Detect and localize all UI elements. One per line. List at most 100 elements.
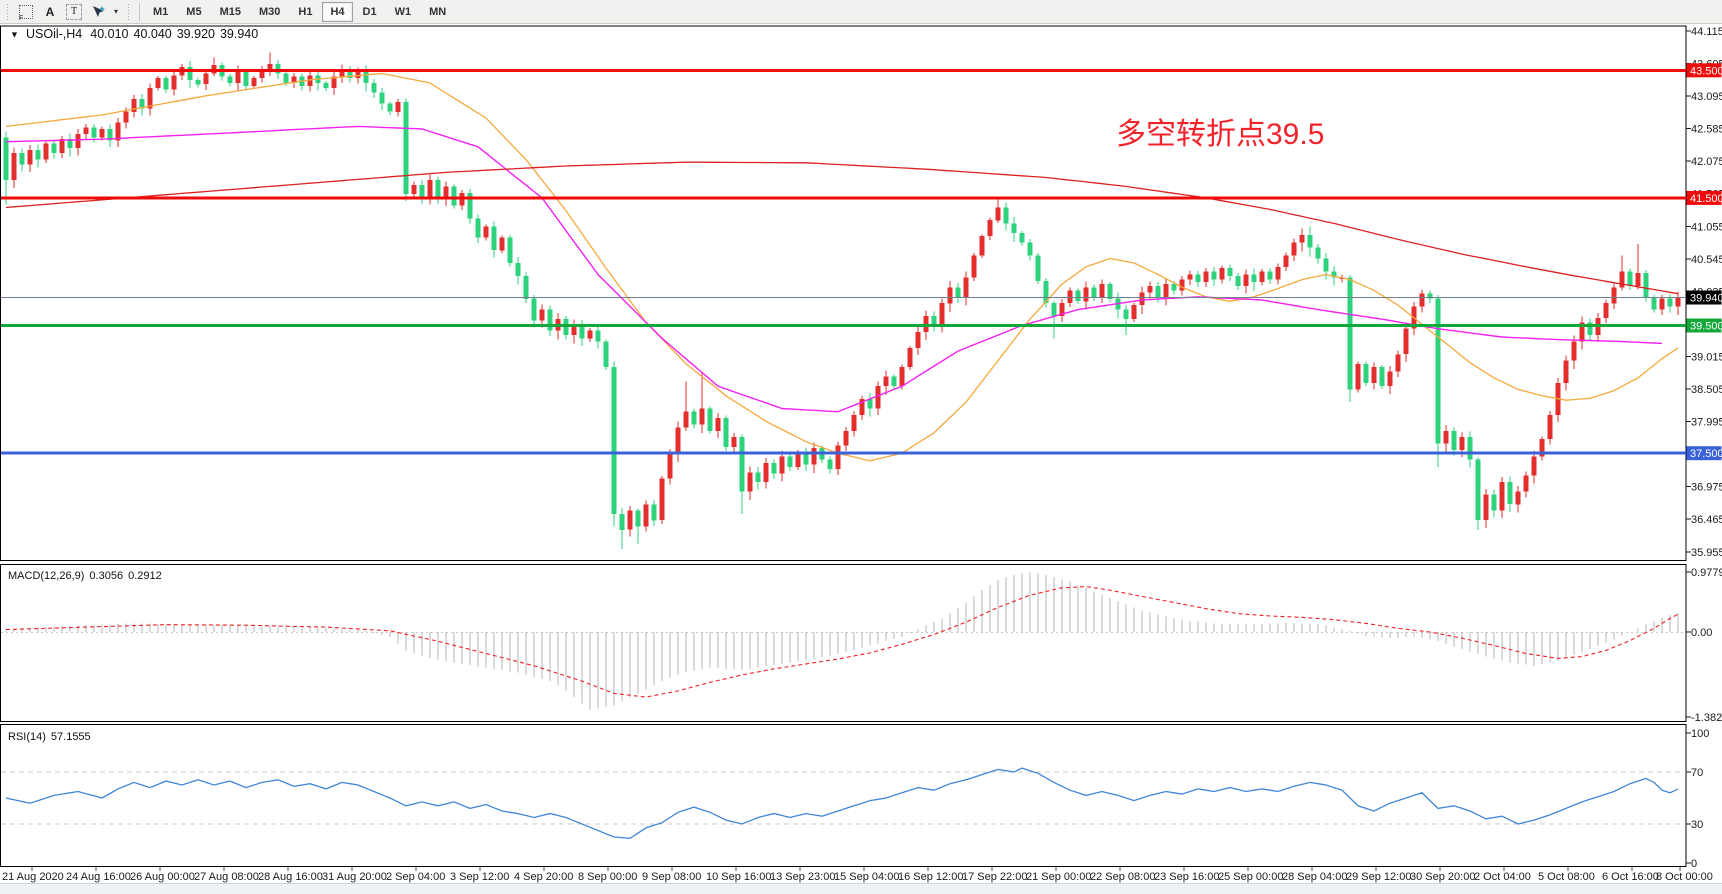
ma-red-line[interactable] (5, 161, 1679, 295)
candle (907, 347, 913, 367)
candle (659, 478, 665, 521)
bottom-strip (0, 884, 1722, 894)
candle (603, 341, 609, 367)
candle (171, 75, 177, 90)
candle (1483, 494, 1489, 521)
macd-label: MACD(12,26,9) 0.3056 0.2912 (8, 570, 162, 582)
candle (203, 73, 209, 85)
candle (643, 504, 649, 527)
candle (883, 376, 889, 387)
collapse-icon[interactable]: ▼ (10, 30, 19, 40)
rsi-tick-label: 30 (1691, 819, 1703, 831)
candle (1027, 242, 1033, 256)
macd-panel[interactable] (0, 564, 1687, 722)
candle (1275, 266, 1281, 280)
candle (1075, 290, 1081, 302)
candle (59, 139, 65, 154)
candle (491, 226, 497, 251)
time-label: 15 Sep 04:00 (834, 871, 899, 883)
candle (707, 408, 713, 431)
candle (531, 298, 537, 321)
toolbar-grip-2[interactable] (126, 3, 131, 20)
timeframe-m1-button[interactable]: M1 (145, 2, 176, 22)
time-label: 21 Sep 00:00 (1026, 871, 1091, 883)
candle (1299, 234, 1305, 243)
time-label: 2 Sep 04:00 (386, 871, 445, 883)
timeframe-h1-button[interactable]: H1 (290, 2, 320, 22)
candle (1003, 207, 1009, 224)
candle (571, 325, 577, 336)
candle (1051, 303, 1057, 316)
candle (259, 69, 265, 78)
annotation-text[interactable]: 多空转折点39.5 (1116, 118, 1324, 151)
candle (515, 263, 521, 276)
timeframe-mn-button[interactable]: MN (421, 2, 454, 22)
arrows-tool-button[interactable] (87, 2, 109, 22)
time-label: 27 Aug 08:00 (194, 871, 259, 883)
arrows-dropdown-caret[interactable]: ▾ (111, 2, 121, 22)
candle (147, 88, 153, 109)
candle (107, 129, 113, 141)
text-label-tool-button[interactable]: A (39, 2, 61, 22)
ma-magenta-line[interactable] (5, 125, 1663, 413)
candle (1539, 439, 1545, 457)
candle (243, 71, 249, 87)
timeframe-w1-button[interactable]: W1 (387, 2, 420, 22)
candle (1531, 456, 1537, 476)
candle (915, 331, 921, 348)
candle (763, 462, 769, 482)
candle (1131, 305, 1137, 320)
candle (739, 437, 745, 492)
candle (1179, 279, 1185, 291)
candle (1491, 494, 1497, 511)
candle (227, 76, 233, 83)
macd-signal-line[interactable] (5, 586, 1679, 698)
candle (1171, 284, 1177, 291)
candle (995, 207, 1001, 221)
time-label: 9 Sep 08:00 (642, 871, 701, 883)
timeframe-d1-button[interactable]: D1 (355, 2, 385, 22)
price-tick-label: 43.095 (1691, 91, 1722, 103)
time-label: 24 Aug 16:00 (66, 871, 131, 883)
price-tag (1686, 290, 1722, 305)
candle (1427, 293, 1433, 299)
candle (1291, 242, 1297, 256)
candle (1163, 284, 1169, 297)
candle (1011, 223, 1017, 233)
rsi-tick-label: 0 (1691, 858, 1697, 870)
time-label: 17 Sep 22:00 (962, 871, 1027, 883)
candle (347, 69, 353, 78)
candle (787, 456, 793, 468)
timeframe-m5-button[interactable]: M5 (178, 2, 209, 22)
timeframe-m30-button[interactable]: M30 (251, 2, 288, 22)
candle (435, 180, 441, 200)
candle (971, 255, 977, 278)
candle (947, 287, 953, 304)
candle (1659, 298, 1665, 310)
candle (307, 75, 313, 87)
toolbar-grip[interactable] (5, 3, 10, 20)
price-tick-label: 42.075 (1691, 156, 1722, 168)
candle (1435, 298, 1441, 444)
candle (363, 71, 369, 83)
candle (955, 287, 961, 297)
text-box-tool-button[interactable]: T (63, 2, 85, 22)
main-panel[interactable] (0, 25, 1687, 561)
candle (1203, 271, 1209, 283)
rsi-panel[interactable] (0, 724, 1687, 867)
time-label: 21 Aug 2020 (2, 871, 64, 883)
candle (251, 77, 257, 87)
candle (1563, 360, 1569, 383)
candle (1571, 341, 1577, 361)
timeframe-h4-button[interactable]: H4 (322, 1, 353, 22)
candle (1675, 297, 1681, 307)
timeframe-m15-button[interactable]: M15 (212, 2, 249, 22)
candle (1619, 271, 1625, 288)
chart-grid-icon[interactable]: F (15, 2, 37, 22)
candle (811, 448, 817, 465)
candle (939, 303, 945, 326)
time-label: 3 Sep 12:00 (450, 871, 509, 883)
candle (139, 99, 145, 109)
rsi-line[interactable] (5, 767, 1679, 839)
